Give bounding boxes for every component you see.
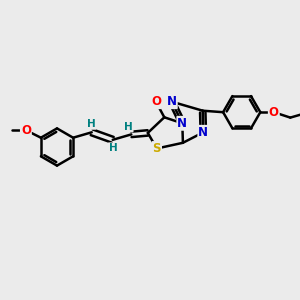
Text: N: N (198, 126, 208, 139)
Text: N: N (167, 95, 177, 108)
Text: H: H (87, 119, 95, 129)
Text: H: H (124, 122, 133, 132)
Text: S: S (153, 142, 161, 155)
Text: H: H (109, 143, 118, 153)
Text: O: O (21, 124, 31, 137)
Text: O: O (269, 106, 279, 119)
Text: N: N (177, 117, 187, 130)
Text: O: O (151, 95, 161, 108)
